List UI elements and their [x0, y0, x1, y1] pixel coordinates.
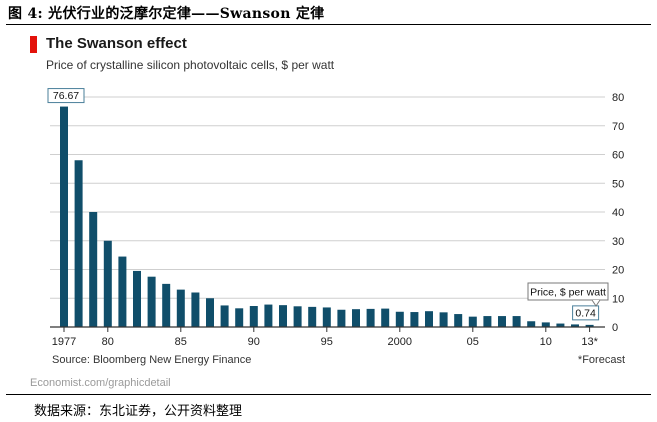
x-tick-label: 90	[248, 336, 260, 348]
bar-2010	[541, 322, 550, 327]
bar-1980	[103, 240, 112, 327]
y-tick-label: 10	[612, 293, 624, 305]
bar-1989	[235, 308, 244, 327]
bar-2004	[454, 314, 463, 327]
bar-1978	[74, 160, 83, 327]
data-source-note: 数据来源：东北证券，公开资料整理	[34, 404, 243, 419]
chart-subtitle: Price of crystalline silicon photovoltai…	[46, 58, 335, 72]
bar-1982	[133, 270, 141, 327]
gridlines	[50, 96, 605, 299]
economist-credit: Economist.com/graphicdetail	[30, 377, 171, 389]
bar-1983	[147, 276, 156, 327]
bar-1991	[264, 304, 273, 327]
bar-1995	[322, 307, 331, 327]
y-tick-label: 70	[612, 121, 624, 133]
figure-caption: 图 4: 光伏行业的泛摩尔定律——Swanson 定律	[8, 6, 325, 22]
y-tick-label: 20	[612, 265, 624, 277]
bottom-rule	[6, 394, 651, 395]
first-value-box	[47, 88, 85, 104]
x-tick-label: 10	[540, 336, 552, 348]
x-tick-label: 13*	[581, 336, 598, 348]
bar-1988	[220, 305, 229, 327]
y-tick-label: 80	[612, 92, 624, 104]
x-tick-label: 80	[102, 336, 114, 348]
bar-1998	[366, 308, 375, 327]
bar-2005	[468, 316, 477, 327]
legend-label: Price, $ per watt	[530, 287, 606, 299]
axes: 0 10 20 30 40 50 60 70 80 1977 80 85 90 95 2000 05 10 13*	[50, 92, 624, 348]
bar-1981	[118, 256, 127, 327]
chart-title: The Swanson effect	[46, 35, 187, 52]
bar-1990	[249, 306, 258, 327]
y-tick-label: 60	[612, 150, 624, 162]
bar-1993	[293, 306, 302, 327]
x-tick-label: 2000	[388, 336, 412, 348]
forecast-note: *Forecast	[577, 354, 625, 366]
bar-2003	[439, 312, 448, 327]
economist-red-flag	[30, 36, 37, 53]
bar-2006	[483, 316, 492, 327]
first-value-label: 76.67	[53, 90, 79, 102]
bar-2001	[410, 312, 419, 327]
y-tick-label: 40	[612, 207, 624, 219]
chart-source: Source: Bloomberg New Energy Finance	[52, 354, 252, 366]
bars	[60, 106, 594, 327]
x-tick-label: 85	[175, 336, 187, 348]
x-tick-label: 95	[321, 336, 333, 348]
bar-1977	[60, 106, 68, 327]
bar-2012	[571, 324, 579, 327]
bar-1987	[206, 298, 214, 327]
bar-2009	[527, 321, 536, 327]
bar-1999	[381, 308, 390, 327]
bar-1997	[352, 309, 360, 327]
last-value-box	[572, 305, 600, 321]
bar-2013	[585, 324, 594, 327]
y-tick-label: 50	[612, 178, 624, 190]
bar-1984	[162, 283, 171, 327]
x-tick-label: 05	[467, 336, 479, 348]
y-tick-label: 0	[612, 322, 618, 334]
bar-2000	[395, 311, 404, 327]
legend-pointer	[591, 299, 601, 307]
annotations: 76.67 0.74 Price, $ per watt	[47, 88, 609, 321]
bar-1985	[176, 289, 185, 327]
bar-2007	[498, 316, 506, 327]
last-value-label: 0.74	[575, 307, 596, 319]
bar-1996	[337, 309, 346, 327]
bar-1979	[89, 212, 98, 327]
legend-box	[527, 282, 609, 301]
top-rule	[6, 24, 651, 25]
bar-2008	[512, 316, 521, 327]
bar-1986	[191, 292, 200, 327]
bar-1994	[308, 306, 317, 327]
bar-2002	[425, 311, 433, 327]
bar-2011	[556, 323, 565, 327]
y-tick-label: 30	[612, 236, 624, 248]
x-tick-label: 1977	[52, 336, 76, 348]
bar-1992	[279, 305, 287, 327]
